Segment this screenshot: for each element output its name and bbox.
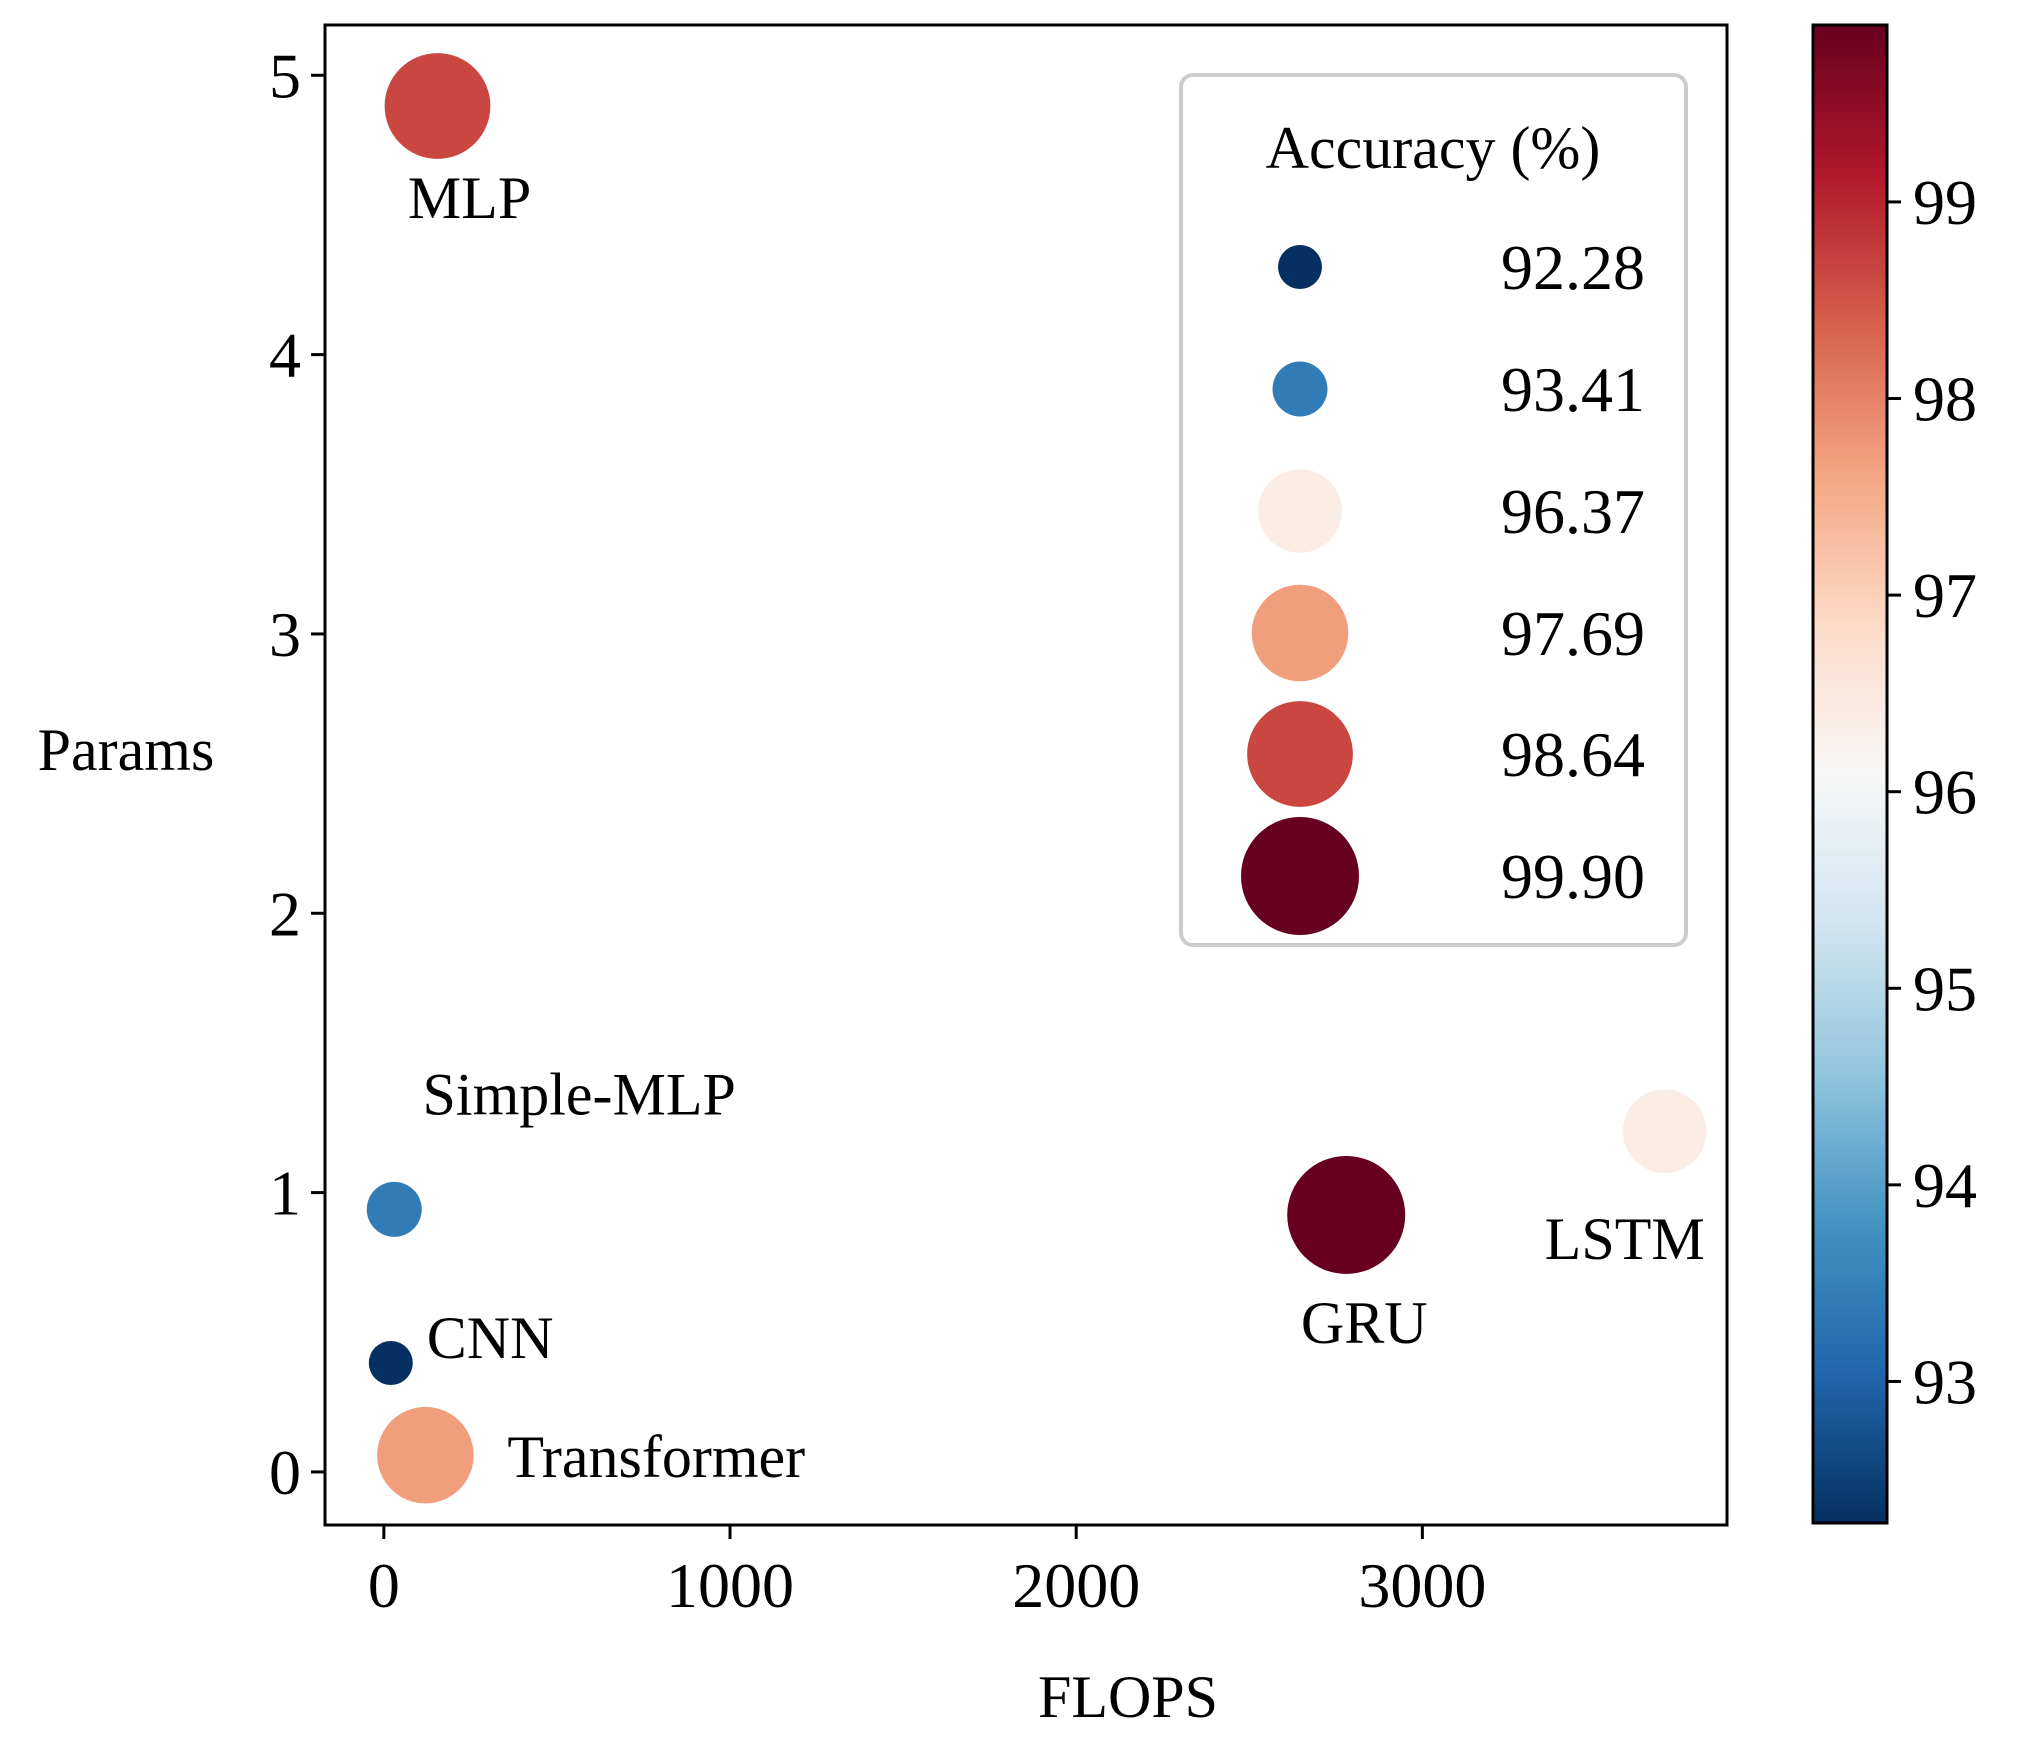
point-simple-mlp [366,1181,422,1237]
y-tick-label: 4 [269,320,301,391]
x-tick-label: 2000 [1012,1550,1140,1621]
legend-marker [1272,361,1328,417]
y-tick-label: 0 [269,1437,301,1508]
legend-marker [1258,469,1342,553]
colorbar-tick-label: 95 [1913,953,1977,1024]
colorbar-tick-label: 94 [1913,1150,1977,1221]
legend-entry-label: 93.41 [1501,354,1645,425]
colorbar-tick-label: 96 [1913,757,1977,828]
point-label: GRU [1301,1290,1428,1356]
legend-marker [1247,701,1353,807]
legend: Accuracy (%) 92.28 93.41 96.37 97.69 98.64 99… [1179,73,1688,947]
y-tick-label: 3 [269,599,301,670]
point-lstm [1622,1089,1707,1174]
legend-entry-label: 98.64 [1501,719,1645,790]
y-tick-label: 1 [269,1158,301,1229]
point-label: Transformer [507,1424,805,1490]
point-cnn [368,1340,413,1385]
colorbar-ticks: 93 94 95 96 97 98 99 [1887,167,1977,1417]
colorbar-tick-label: 99 [1913,167,1977,238]
x-tick-label: 1000 [666,1550,794,1621]
legend-entries: 92.28 93.41 96.37 97.69 98.64 99.90 [1241,232,1645,935]
colorbar-tick-label: 98 [1913,364,1977,435]
legend-marker [1241,817,1359,935]
point-label: MLP [408,165,531,231]
legend-entry-label: 99.90 [1501,841,1645,912]
colorbar-gradient [1811,23,1889,1525]
x-tick-label: 0 [368,1550,400,1621]
legend-title: Accuracy (%) [1266,115,1601,181]
legend-marker [1251,584,1349,682]
data-points [366,53,1707,1504]
legend-entry-label: 92.28 [1501,232,1645,303]
point-mlp [384,53,491,159]
point-label: Simple-MLP [423,1061,736,1127]
x-tick-label: 3000 [1358,1550,1486,1621]
point-label: LSTM [1545,1206,1705,1272]
point-gru [1287,1155,1406,1274]
x-axis: 0 1000 2000 3000 [368,1525,1486,1621]
legend-entry-label: 97.69 [1501,598,1645,669]
y-tick-label: 2 [269,878,301,949]
colorbar-tick-label: 93 [1913,1346,1977,1417]
x-axis-label: FLOPS [1038,1664,1218,1730]
point-labels: MLP Simple-MLP CNN Transformer GRU LSTM [408,165,1705,1490]
y-axis-label: Params [38,717,215,783]
colorbar-tick-label: 97 [1913,560,1977,631]
legend-entry-label: 96.37 [1501,476,1645,547]
y-axis: 0 1 2 3 4 5 [269,40,325,1508]
colorbar: 93 94 95 96 97 98 99 [1811,23,1977,1525]
legend-marker [1278,245,1322,289]
y-tick-label: 5 [269,40,301,111]
plot-frame [323,23,1729,1527]
point-label: CNN [427,1305,554,1371]
point-transformer [377,1406,474,1504]
